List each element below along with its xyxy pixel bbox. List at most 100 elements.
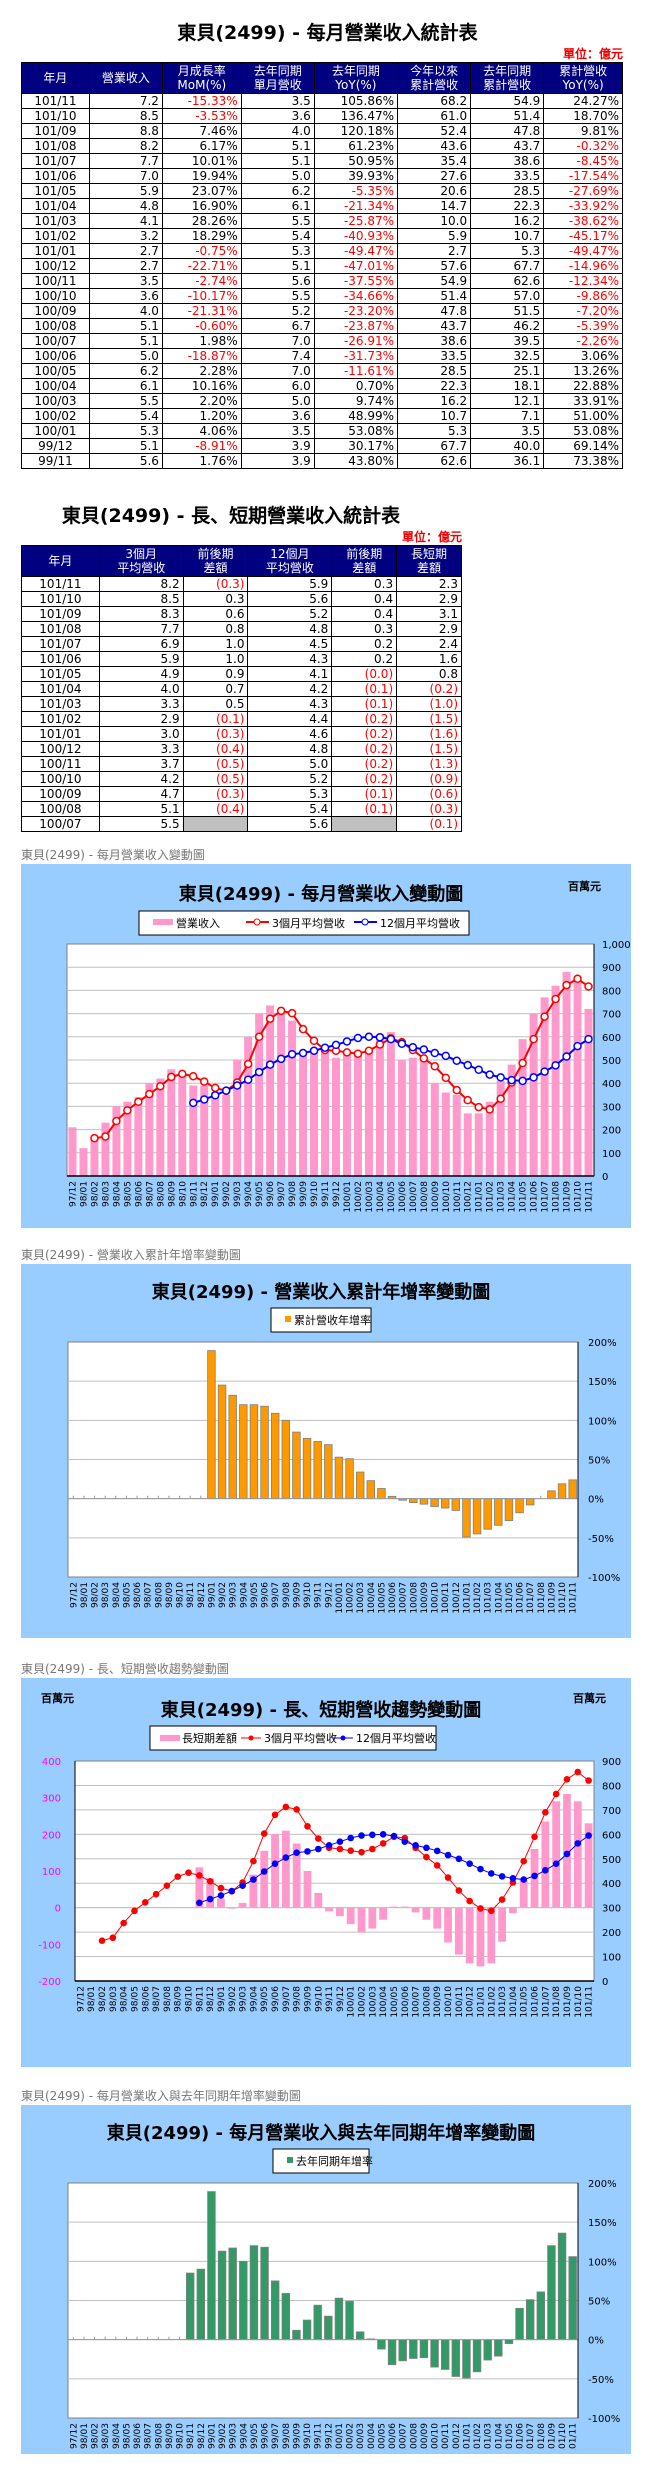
cell-value: 12.1	[470, 393, 545, 409]
cell-value: (0.1)	[396, 816, 462, 832]
x-tick-label: 97/12	[76, 1986, 86, 2012]
y-tick-label: 0%	[588, 1495, 604, 1506]
cell-value: -0.60%	[161, 318, 242, 334]
x-tick-label: 99/07	[282, 1986, 292, 2012]
plot-area	[74, 1760, 595, 1982]
cell-value: 62.6	[470, 273, 545, 289]
chart2-caption: 東貝(2499) - 營業收入累計年增率變動圖	[21, 1246, 655, 1267]
cell-value: -27.69%	[543, 183, 623, 199]
x-tick-label: 98/02	[91, 2423, 101, 2449]
y-tick-label: 0%	[588, 2336, 604, 2347]
cell-value: -33.92%	[543, 198, 623, 214]
cell-value: 5.1	[88, 438, 163, 454]
spread-bar	[573, 1801, 582, 1908]
revenue-bar	[364, 1048, 373, 1176]
right-y-tick-label: 100	[602, 1953, 621, 1964]
x-tick-label: 99/08	[293, 1986, 303, 2012]
cell-value: 8.3	[98, 606, 184, 622]
cell-value: -12.34%	[543, 273, 623, 289]
cell-value: 8.5	[88, 108, 163, 124]
x-tick-label: 98/03	[101, 2423, 111, 2449]
cell-value: 2.28%	[161, 363, 242, 379]
yoy-bar	[557, 1483, 567, 1500]
x-tick-label: 101/11	[569, 1582, 579, 1614]
cell-value: 7.4	[240, 348, 315, 364]
cell-value: 43.7	[397, 318, 472, 334]
row-period: 101/03	[21, 696, 100, 712]
cell-value: 3.5	[240, 93, 315, 109]
yoy-bar	[292, 1431, 301, 1500]
cell-value: 38.6	[397, 333, 472, 349]
x-tick-label: 101/03	[484, 2423, 494, 2450]
cell-value: 0.3	[331, 621, 398, 637]
x-tick-label: 100/07	[412, 1986, 422, 2018]
table-row: 100/08 5.1 (0.4) 5.4 (0.1) (0.3)	[21, 801, 462, 817]
y-tick-label: 500	[602, 1056, 621, 1067]
right-y-tick-label: 600	[602, 1830, 621, 1841]
x-tick-label: 100/02	[346, 2423, 356, 2450]
revenue-bar	[408, 1057, 417, 1176]
x-tick-label: 98/12	[197, 2423, 207, 2449]
x-tick-label: 99/08	[282, 1582, 292, 1608]
cell-value: -0.32%	[543, 138, 623, 154]
cell-value: 0.3	[182, 591, 249, 607]
cell-value: (1.5)	[396, 741, 462, 757]
cell-value: 1.76%	[161, 453, 242, 469]
cell-value: (0.2)	[331, 741, 398, 757]
x-tick-label: 98/02	[98, 1986, 108, 2012]
revenue-bar	[266, 1005, 275, 1176]
cell-value: 18.29%	[161, 228, 242, 244]
x-tick-label: 98/04	[112, 1181, 122, 1207]
spread-bar	[292, 1843, 301, 1908]
x-tick-label: 100/01	[335, 2423, 345, 2450]
cell-value: (0.4)	[182, 741, 249, 757]
column-header: 月成長率 MoM(%)	[161, 62, 242, 94]
x-tick-label: 100/03	[356, 2423, 366, 2450]
cell-value: (0.3)	[182, 576, 249, 592]
cell-value: 3.9	[240, 438, 315, 454]
x-tick-label: 101/05	[505, 1582, 515, 1614]
row-period: 101/01	[21, 726, 100, 742]
row-period: 100/11	[21, 273, 90, 289]
x-tick-label: 98/06	[134, 1181, 144, 1207]
cell-value: 3.9	[240, 453, 315, 469]
cell-value: -40.93%	[313, 228, 399, 244]
cell-value: 3.3	[98, 741, 184, 757]
svg-text:12個月平均營收: 12個月平均營收	[356, 1731, 436, 1745]
spread-bar	[422, 1907, 431, 1920]
cell-value: 16.2	[470, 213, 545, 229]
column-header: 去年同期 累計營收	[470, 62, 545, 94]
cell-value: (0.5)	[182, 771, 249, 787]
yoy-bar	[281, 2293, 291, 2341]
monthly-revenue-chart: 東貝(2499) - 每月營業收入變動圖 百萬元 營業收入 3個月平均營收 12個月平均…	[21, 864, 631, 1228]
cell-value: 24.27%	[543, 93, 623, 109]
cell-value: 4.9	[98, 666, 184, 682]
yoy-bar	[302, 1437, 312, 1500]
cell-value: -17.54%	[543, 168, 623, 184]
row-period: 101/05	[21, 183, 90, 199]
table-row: 100/10 3.6 -10.17% 5.5 -34.66% 51.4 57.0 -9.86%	[21, 288, 623, 304]
cell-value: 2.20%	[161, 393, 242, 409]
revenue-bar	[551, 985, 560, 1176]
row-period: 101/11	[21, 93, 90, 109]
chart-title: 東貝(2499) - 每月營業收入變動圖	[179, 883, 464, 905]
cell-value: 48.99%	[313, 408, 399, 424]
x-tick-label: 101/07	[541, 1986, 551, 2018]
row-period: 100/12	[21, 258, 90, 274]
chart-legend: 累計營收年增率	[270, 1307, 372, 1333]
spread-bar	[541, 1821, 550, 1908]
cell-value: 25.1	[470, 363, 545, 379]
spread-bar	[206, 1878, 215, 1908]
x-tick-label: 98/02	[90, 1181, 100, 1207]
cell-value: 5.1	[240, 138, 315, 154]
row-period: 101/06	[21, 651, 100, 667]
yoy-bar	[239, 1404, 248, 1500]
cell-value: 0.9	[182, 666, 249, 682]
cell-value: -2.74%	[161, 273, 242, 289]
x-tick-label: 99/11	[314, 1582, 324, 1608]
cell-value: (0.1)	[331, 696, 398, 712]
cell-value: 5.2	[240, 303, 315, 319]
row-period: 100/07	[21, 333, 90, 349]
